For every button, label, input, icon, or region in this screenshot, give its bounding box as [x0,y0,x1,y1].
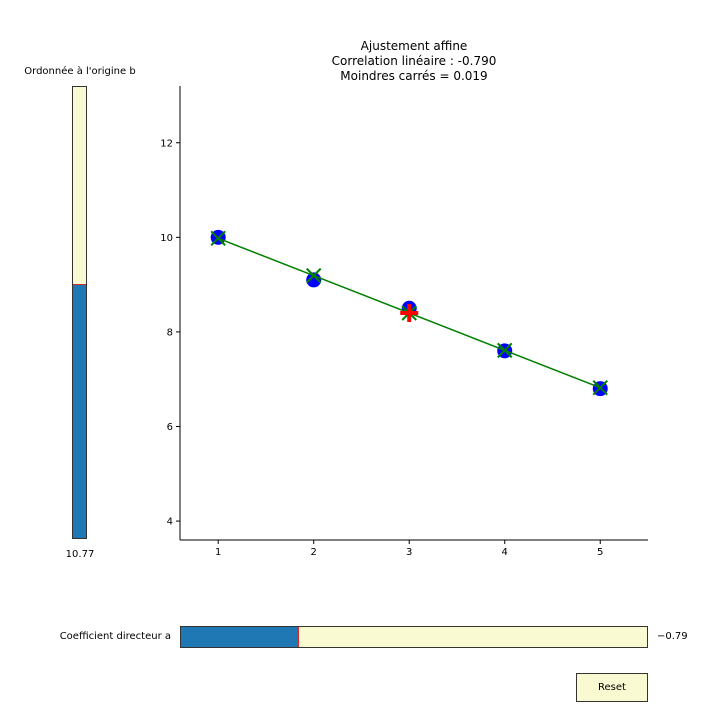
intercept-slider[interactable] [72,86,87,539]
chart-title: Ajustement affine [361,39,468,53]
slope-slider-handle[interactable] [298,627,300,647]
intercept-slider-label: Ordonnée à l'origine b [24,66,136,77]
y-tick-label: 6 [167,422,173,433]
fitted-point [592,380,608,396]
y-tick-label: 4 [167,517,173,528]
chart-marks [210,229,608,397]
chart-subtitle-least-squares: Moindres carrés = 0.019 [340,69,487,83]
slope-slider-label: Coefficient directeur a [59,631,171,642]
slope-value: −0.79 [657,631,688,642]
intercept-slider-fill [73,285,86,538]
y-tick-label: 10 [160,233,173,244]
x-tick-label: 5 [597,547,603,558]
x-tick-label: 3 [406,547,412,558]
chart: Ajustement affine Correlation linéaire :… [160,39,648,558]
x-tick-label: 2 [311,547,317,558]
fitted-point [210,230,226,246]
fitted-point [306,267,322,284]
intercept-value: 10.77 [65,549,95,560]
x-tick-label: 4 [502,547,508,558]
reset-button[interactable]: Reset [576,673,648,702]
fitted-point [497,342,513,359]
slope-slider[interactable] [180,626,648,648]
centroid-point [400,304,419,322]
x-tick-label: 1 [215,547,221,558]
y-tick-label: 8 [167,327,173,338]
chart-subtitle-correlation: Correlation linéaire : -0.790 [332,54,497,68]
intercept-slider-handle[interactable] [73,284,86,286]
slope-slider-fill [181,627,299,647]
data-point [306,272,322,288]
y-tick-label: 12 [160,138,173,149]
